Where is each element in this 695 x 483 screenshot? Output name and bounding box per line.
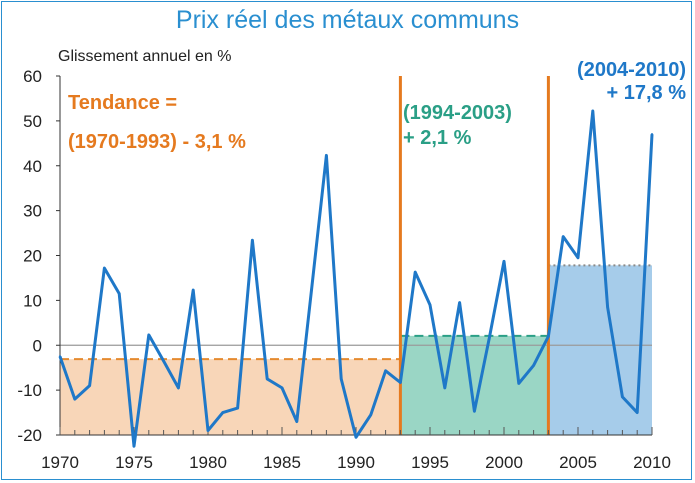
y-tick-label-50: 50 — [23, 112, 42, 131]
y-tick-label-10: 10 — [23, 291, 42, 310]
data-point-2001 — [517, 382, 520, 385]
chart-title: Prix réel des métaux communs — [175, 6, 520, 34]
y-tick-label-60: 60 — [23, 67, 42, 86]
data-point-2010 — [650, 133, 654, 136]
trend-label-2004-2010-line1: (2004-2010) — [577, 59, 686, 81]
data-point-1991 — [369, 413, 372, 417]
data-point-1971 — [73, 397, 77, 401]
data-point-1984 — [266, 377, 269, 381]
data-point-1986 — [295, 420, 298, 423]
data-point-1999 — [488, 337, 491, 340]
data-point-1997 — [458, 301, 461, 304]
trend-label-1970-1993-line1: Tendance = — [68, 92, 177, 114]
data-point-1992 — [384, 369, 387, 373]
data-point-1979 — [192, 288, 195, 292]
x-tick-label-1995: 1995 — [411, 453, 449, 472]
data-point-1989 — [340, 377, 343, 381]
y-tick-label--20: -20 — [17, 426, 42, 445]
data-point-2004 — [562, 235, 565, 238]
data-point-2008 — [621, 395, 624, 399]
data-point-1980 — [206, 429, 210, 432]
trend-lines — [60, 264, 652, 361]
data-point-1975 — [132, 445, 136, 448]
data-point-1996 — [443, 386, 446, 390]
y-tick-label-20: 20 — [23, 247, 42, 266]
data-point-2000 — [502, 260, 506, 263]
data-series — [58, 109, 654, 448]
data-point-1974 — [118, 292, 121, 295]
trend-label-2004-2010-line2: + 17,8 % — [606, 82, 686, 104]
data-point-1972 — [88, 384, 91, 387]
data-point-2006 — [591, 109, 594, 113]
data-point-1981 — [221, 411, 224, 414]
data-point-1982 — [236, 406, 239, 410]
trend-label-1994-2003-line2: + 2,1 % — [403, 127, 472, 149]
data-point-2002 — [532, 364, 535, 367]
trend-label-1970-1993-line2: (1970-1993) - 3,1 % — [68, 131, 246, 153]
axes: -20 -10 0 10 20 30 40 50 60 1970 1975 1980 1985 1990 1… — [17, 67, 670, 472]
y-tick-label--10: -10 — [17, 381, 42, 400]
x-tick-label-2005: 2005 — [559, 453, 597, 472]
data-point-1994 — [414, 270, 417, 274]
data-point-1977 — [162, 359, 165, 363]
x-tick-label-2000: 2000 — [485, 453, 523, 472]
data-point-1976 — [147, 333, 150, 337]
data-point-1990 — [354, 436, 358, 439]
data-point-1998 — [473, 410, 476, 413]
data-point-2003 — [547, 335, 550, 338]
data-point-2005 — [576, 256, 580, 259]
data-point-2007 — [606, 305, 609, 309]
data-point-2009 — [636, 411, 639, 414]
trend-fill-1993-2003 — [400, 335, 549, 435]
trend-fill-2003-2010 — [548, 265, 652, 435]
y-tick-label-0: 0 — [33, 336, 42, 355]
data-point-1985 — [280, 386, 284, 390]
data-point-1987 — [310, 287, 313, 291]
x-tick-label-2010: 2010 — [633, 453, 671, 472]
period-annotations: Tendance = (1970-1993) - 3,1 % (1994-200… — [68, 59, 686, 153]
data-point-1988 — [325, 154, 328, 157]
data-point-1993 — [399, 381, 402, 384]
data-point-1983 — [251, 239, 254, 242]
y-tick-label-40: 40 — [23, 157, 42, 176]
x-tick-label-1975: 1975 — [115, 453, 153, 472]
y-axis-label: Glissement annuel en % — [58, 48, 232, 65]
trend-fill-1970-1993 — [60, 359, 401, 435]
data-point-1973 — [103, 266, 106, 270]
x-tick-label-1990: 1990 — [337, 453, 375, 472]
x-tick-label-1970: 1970 — [41, 453, 79, 472]
trend-fills — [60, 265, 652, 435]
data-point-1995 — [428, 303, 432, 307]
y-tick-label-30: 30 — [23, 202, 42, 221]
data-point-1970 — [58, 355, 62, 358]
x-tick-label-1985: 1985 — [263, 453, 301, 472]
trend-label-1994-2003-line1: (1994-2003) — [403, 102, 512, 124]
x-tick-label-1980: 1980 — [189, 453, 227, 472]
data-point-1978 — [177, 386, 180, 390]
